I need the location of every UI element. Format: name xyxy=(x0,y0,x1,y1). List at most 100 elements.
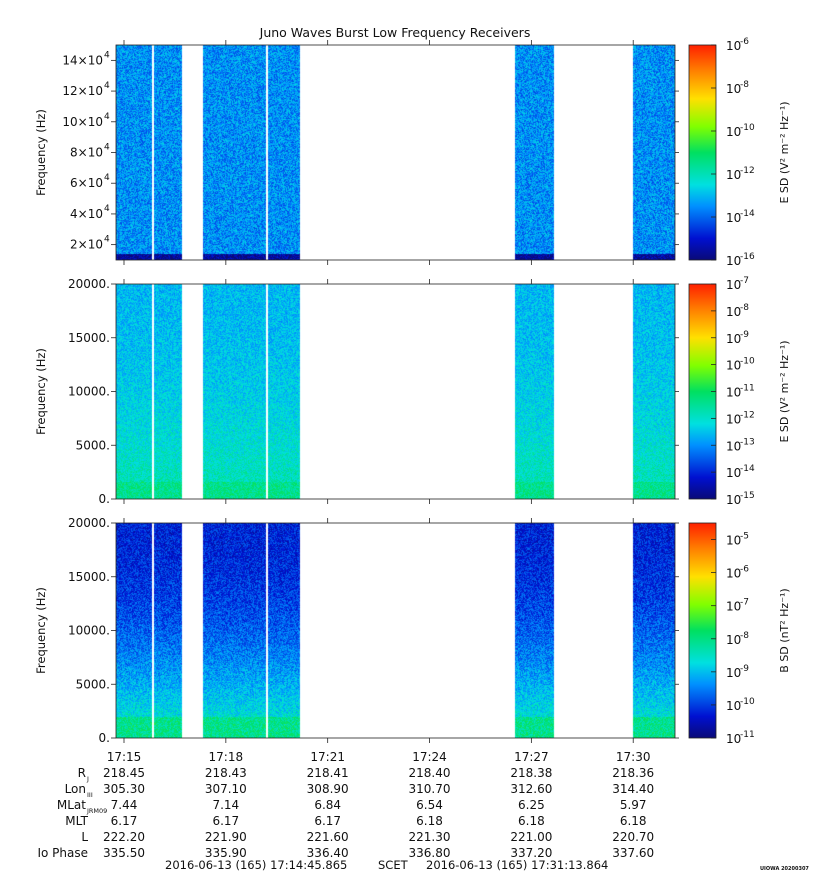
ephemeris-value: 310.70 xyxy=(409,782,451,796)
y-tick-label: 10000. xyxy=(68,385,110,399)
ephemeris-value: 6.17 xyxy=(212,814,239,828)
ephemeris-value: 6.18 xyxy=(518,814,545,828)
y-tick-label: 12×10 xyxy=(62,84,103,98)
y-tick-label: 14×10 xyxy=(62,53,103,67)
colorbar-tick-label: 10 xyxy=(726,439,741,453)
colorbar-tick-exp: -12 xyxy=(740,410,755,420)
ephemeris-value: 307.10 xyxy=(205,782,247,796)
ephemeris-label-sub: J xyxy=(86,775,89,783)
colorbar-tick-exp: -15 xyxy=(740,491,755,501)
colorbar-tick-label: 10 xyxy=(726,412,741,426)
chart-title: Juno Waves Burst Low Frequency Receivers xyxy=(259,25,531,40)
y-tick-label: 0. xyxy=(99,492,110,506)
panels: 2×10 44×10 46×10 48×10 410×10 412×10 414×10 4Fr… xyxy=(34,37,791,746)
ephemeris-value: 6.25 xyxy=(518,798,545,812)
y-tick-label: 10000. xyxy=(68,624,110,638)
y-tick-label-exp: 4 xyxy=(104,50,110,60)
colorbar xyxy=(688,44,717,261)
y-tick-label: 0. xyxy=(99,731,110,745)
colorbar-tick-exp: -8 xyxy=(740,303,749,313)
panel-2: 0. 5000. 10000. 15000. 20000. Frequency (Hz) 1… xyxy=(34,276,791,507)
spectrogram-2 xyxy=(116,284,675,499)
y-tick-label: 15000. xyxy=(68,570,110,584)
x-tick-label: 17:15 xyxy=(107,750,142,764)
ephemeris-value: 218.45 xyxy=(103,766,145,780)
x-tick-label: 17:27 xyxy=(514,750,549,764)
colorbar-tick-label: 10 xyxy=(726,732,741,746)
x-axis: 17:15 17:18 17:21 17:24 17:27 17:30 R J 218.45 21… xyxy=(37,750,654,860)
colorbar-tick-exp: -9 xyxy=(740,330,749,340)
ephemeris-value: 6.17 xyxy=(314,814,341,828)
spectrogram-1 xyxy=(116,45,675,260)
y-tick-label-exp: 4 xyxy=(104,81,110,91)
y-tick-label: 2×10 xyxy=(70,238,103,252)
ephemeris-value: 218.43 xyxy=(205,766,247,780)
ephemeris-label: MLT xyxy=(65,814,88,828)
ephemeris-value: 6.84 xyxy=(314,798,341,812)
ephemeris-value: 220.70 xyxy=(612,830,654,844)
colorbar-tick-exp: -5 xyxy=(740,532,749,542)
footer-credit: UIOWA 20200307 xyxy=(760,866,809,872)
colorbar-tick-exp: -9 xyxy=(740,664,749,674)
ephemeris-value: 305.30 xyxy=(103,782,145,796)
colorbar-tick-exp: -7 xyxy=(740,276,749,286)
y-tick-label-exp: 4 xyxy=(104,204,110,214)
ephemeris-label: L xyxy=(81,830,88,844)
y-axis-label: Frequency (Hz) xyxy=(34,109,48,196)
ephemeris-value: 221.30 xyxy=(409,830,451,844)
ephemeris-value: 221.60 xyxy=(307,830,349,844)
colorbar-tick-exp: -14 xyxy=(740,464,755,474)
ephemeris-value: 336.80 xyxy=(409,846,451,860)
colorbar-tick-label: 10 xyxy=(726,386,741,400)
colorbar-tick-label: 10 xyxy=(726,567,741,581)
ephemeris-value: 222.20 xyxy=(103,830,145,844)
colorbar-tick-label: 10 xyxy=(726,82,741,96)
ephemeris-label: Lon xyxy=(65,782,86,796)
ephemeris-value: 221.90 xyxy=(205,830,247,844)
footer-start: 2016-06-13 (165) 17:14:45.865 xyxy=(165,858,348,872)
colorbar-tick-label: 10 xyxy=(726,125,741,139)
ephemeris-value: 7.44 xyxy=(111,798,138,812)
footer-end: 2016-06-13 (165) 17:31:13.864 xyxy=(426,858,609,872)
ephemeris-value: 7.14 xyxy=(212,798,239,812)
y-tick-label: 5000. xyxy=(76,677,110,691)
ephemeris-value: 221.00 xyxy=(510,830,552,844)
colorbar-tick-exp: -16 xyxy=(740,252,755,262)
ephemeris-label-sub: JRM09 xyxy=(86,807,107,815)
ephemeris-value: 218.40 xyxy=(409,766,451,780)
colorbar-tick-exp: -8 xyxy=(740,80,749,90)
y-tick-label: 6×10 xyxy=(70,176,103,190)
colorbar-tick-exp: -7 xyxy=(740,598,749,608)
y-tick-label: 20000. xyxy=(68,516,110,530)
y-tick-label-exp: 4 xyxy=(104,235,110,245)
colorbar-tick-exp: -11 xyxy=(740,384,755,394)
colorbar-tick-label: 10 xyxy=(726,699,741,713)
colorbar-tick-label: 10 xyxy=(726,359,741,373)
colorbar-tick-label: 10 xyxy=(726,211,741,225)
colorbar-tick-label: 10 xyxy=(726,39,741,53)
panel-1: 2×10 44×10 46×10 48×10 410×10 412×10 414×10 4Fr… xyxy=(34,37,791,268)
ephemeris-value: 218.41 xyxy=(307,766,349,780)
colorbar-tick-label: 10 xyxy=(726,168,741,182)
colorbar-tick-exp: -11 xyxy=(740,730,755,740)
y-tick-label-exp: 4 xyxy=(104,143,110,153)
ephemeris-value: 218.36 xyxy=(612,766,654,780)
colorbar-tick-exp: -10 xyxy=(740,357,755,367)
ephemeris-value: 336.40 xyxy=(307,846,349,860)
colorbar-tick-label: 10 xyxy=(726,305,741,319)
ephemeris-value: 335.90 xyxy=(205,846,247,860)
colorbar-tick-exp: -13 xyxy=(740,437,755,447)
colorbar-tick-exp: -14 xyxy=(740,209,755,219)
footer-frame: SCET xyxy=(378,858,408,872)
colorbar-tick-exp: -10 xyxy=(740,123,755,133)
ephemeris-value: 308.90 xyxy=(307,782,349,796)
y-axis-label: Frequency (Hz) xyxy=(34,587,48,674)
x-tick-label: 17:24 xyxy=(412,750,447,764)
y-tick-label: 15000. xyxy=(68,331,110,345)
colorbar-tick-label: 10 xyxy=(726,466,741,480)
ephemeris-label: Io Phase xyxy=(37,846,88,860)
ephemeris-value: 6.18 xyxy=(620,814,647,828)
colorbar-tick-exp: -8 xyxy=(740,631,749,641)
ephemeris-value: 337.20 xyxy=(510,846,552,860)
